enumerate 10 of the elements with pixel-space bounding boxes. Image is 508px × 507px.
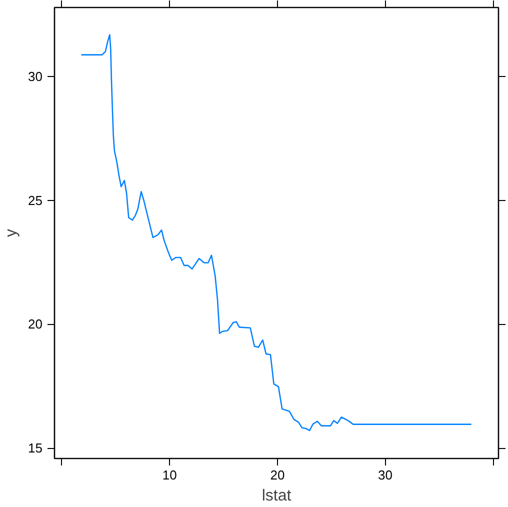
y-axis-title: y: [3, 229, 20, 237]
x-tick-label: 30: [378, 468, 393, 482]
y-tick-label: 30: [28, 68, 43, 84]
y-tick-label: 20: [28, 316, 43, 332]
y-tick-label: 15: [28, 440, 43, 456]
x-axis-title: lstat: [262, 488, 292, 504]
x-tick-label: 20: [270, 468, 285, 482]
y-tick-label: 25: [28, 192, 43, 208]
x-tick-label: 10: [162, 468, 177, 482]
line-series: [80, 34, 472, 432]
